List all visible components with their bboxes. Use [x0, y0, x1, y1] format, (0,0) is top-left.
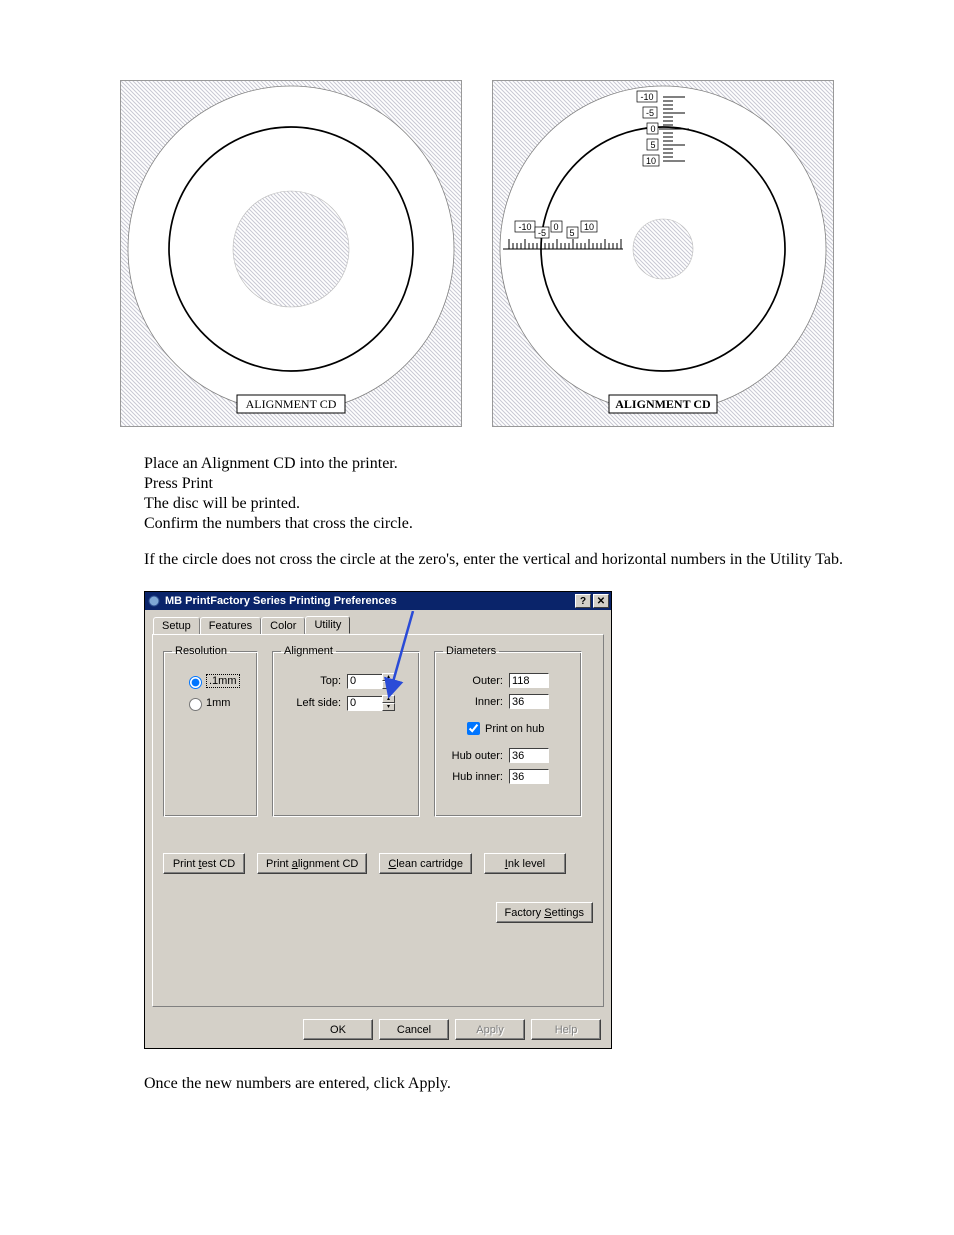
- svg-text:0: 0: [553, 222, 558, 232]
- diameters-group: Diameters Outer: Inner: Print on hub: [434, 645, 582, 817]
- apply-button[interactable]: Apply: [455, 1019, 525, 1040]
- instruction-line: Once the new numbers are entered, click …: [144, 1075, 844, 1093]
- svg-text:5: 5: [569, 228, 574, 238]
- print-on-hub-label: Print on hub: [485, 723, 544, 735]
- svg-text:ALIGNMENT CD: ALIGNMENT CD: [615, 397, 711, 411]
- leftside-label: Left side:: [281, 697, 341, 709]
- svg-text:-10: -10: [640, 92, 653, 102]
- diameters-legend: Diameters: [443, 645, 499, 657]
- dialog-title: MB PrintFactory Series Printing Preferen…: [165, 595, 573, 607]
- alignment-cd-label: ALIGNMENT CD: [246, 397, 337, 411]
- resolution-legend: Resolution: [172, 645, 230, 657]
- ok-button[interactable]: OK: [303, 1019, 373, 1040]
- svg-text:-5: -5: [646, 108, 654, 118]
- alignment-cd-rulers: -10 -5 0 5 10: [492, 80, 834, 427]
- titlebar: MB PrintFactory Series Printing Preferen…: [145, 592, 611, 610]
- resolution-1mm-radio[interactable]: [189, 698, 202, 711]
- help-titlebar-button[interactable]: ?: [575, 594, 591, 608]
- tab-setup[interactable]: Setup: [153, 617, 200, 635]
- leftside-input[interactable]: [347, 696, 383, 711]
- resolution-group: Resolution .1mm 1mm: [163, 645, 258, 817]
- utility-panel: Resolution .1mm 1mm Alignment Top:: [152, 634, 604, 1007]
- tab-color[interactable]: Color: [261, 617, 305, 635]
- cancel-button[interactable]: Cancel: [379, 1019, 449, 1040]
- leftside-spinner[interactable]: ▴▾: [382, 695, 395, 711]
- alignment-group: Alignment Top: ▴▾ Left side: ▴▾: [272, 645, 420, 817]
- tabstrip: Setup Features Color Utility: [145, 610, 611, 634]
- resolution-1mm-label: 1mm: [206, 697, 230, 709]
- outer-label: Outer:: [443, 675, 503, 687]
- instruction-line: Confirm the numbers that cross the circl…: [144, 515, 844, 533]
- ink-level-button[interactable]: Ink level: [484, 853, 566, 874]
- tab-utility[interactable]: Utility: [305, 616, 350, 634]
- resolution-01mm-label: .1mm: [206, 674, 240, 688]
- hub-inner-input[interactable]: [509, 769, 549, 784]
- close-titlebar-button[interactable]: ✕: [593, 594, 609, 608]
- print-test-cd-button[interactable]: Print test CD: [163, 853, 245, 874]
- top-label: Top:: [281, 675, 341, 687]
- dialog-footer: OK Cancel Apply Help: [145, 1013, 611, 1048]
- clean-cartridge-button[interactable]: Clean cartridge: [379, 853, 472, 874]
- instructions-block: Place an Alignment CD into the printer. …: [120, 455, 844, 569]
- instruction-line: Place an Alignment CD into the printer.: [144, 455, 844, 473]
- outer-input[interactable]: [509, 673, 549, 688]
- instruction-line: If the circle does not cross the circle …: [144, 551, 844, 569]
- top-input[interactable]: [347, 674, 383, 689]
- factory-settings-button[interactable]: Factory Settings: [496, 902, 594, 923]
- instruction-line: The disc will be printed.: [144, 495, 844, 513]
- app-icon: [147, 594, 161, 608]
- alignment-cd-blank: ALIGNMENT CD: [120, 80, 462, 427]
- hub-outer-input[interactable]: [509, 748, 549, 763]
- hub-inner-label: Hub inner:: [443, 771, 503, 783]
- svg-text:0: 0: [650, 124, 655, 134]
- inner-label: Inner:: [443, 696, 503, 708]
- printing-preferences-dialog: MB PrintFactory Series Printing Preferen…: [144, 591, 612, 1049]
- svg-text:-5: -5: [538, 228, 546, 238]
- alignment-legend: Alignment: [281, 645, 336, 657]
- svg-text:-10: -10: [518, 222, 531, 232]
- svg-text:5: 5: [650, 140, 655, 150]
- inner-input[interactable]: [509, 694, 549, 709]
- top-spinner[interactable]: ▴▾: [382, 673, 395, 689]
- hub-outer-label: Hub outer:: [443, 750, 503, 762]
- help-button[interactable]: Help: [531, 1019, 601, 1040]
- print-alignment-cd-button[interactable]: Print alignment CD: [257, 853, 367, 874]
- alignment-diagrams: ALIGNMENT CD -10 -5: [120, 80, 844, 427]
- resolution-01mm-radio[interactable]: [189, 676, 202, 689]
- instruction-line: Press Print: [144, 475, 844, 493]
- print-on-hub-checkbox[interactable]: [467, 722, 480, 735]
- tab-features[interactable]: Features: [200, 617, 261, 635]
- svg-text:10: 10: [584, 222, 594, 232]
- svg-text:10: 10: [646, 156, 656, 166]
